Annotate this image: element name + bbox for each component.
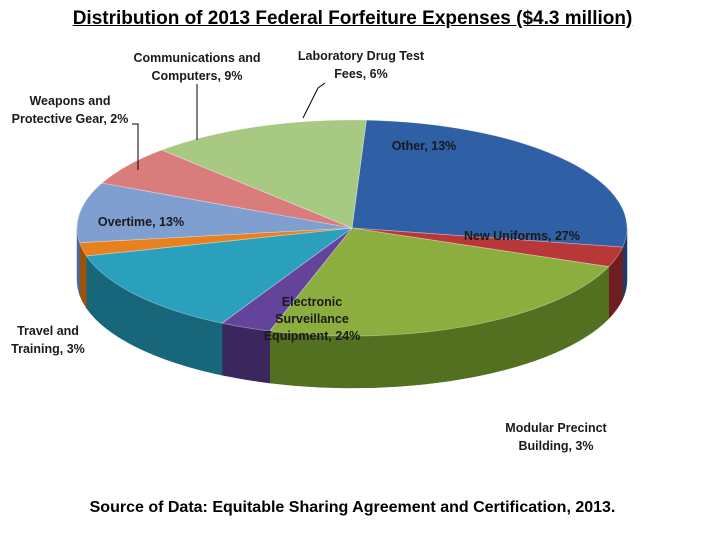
chart-title: Distribution of 2013 Federal Forfeiture … [72,8,633,29]
slice-new-uniforms-27 [351,119,628,248]
label-lab-line2: Fees, 6% [334,67,388,81]
label-other: Other, 13% [392,139,457,153]
label-comms-line2: Computers, 9% [152,69,243,83]
label-weapons-line1: Weapons and [29,94,110,108]
slice-other-13 [160,119,367,229]
leader-line-weapons [132,123,139,170]
label-travel-line2: Training, 3% [11,342,85,356]
label-modular-line1: Modular Precinct [505,421,607,435]
label-lab-line1: Laboratory Drug Test [298,49,425,63]
slice-labels: New Uniforms, 27% Modular Precinct Build… [11,49,607,453]
slice-modular-precinct-building-3 [351,227,624,268]
slice-electronic-surveillance-equipment-24 [269,227,610,337]
slice-travel-and-training-3 [221,227,353,332]
slice-communications-and-computers-9 [76,182,353,244]
label-weapons-line2: Protective Gear, 2% [12,112,129,126]
label-esurv-line2: Surveillance [275,312,349,326]
label-travel-line1: Travel and [17,324,79,338]
slice-overtime-13 [85,227,354,324]
label-overtime: Overtime, 13% [98,215,184,229]
label-esurv-line3: Equipment, 24% [264,329,361,343]
slice-laboratory-drug-test-fees-6 [101,149,353,229]
leader-line-lab [302,82,326,119]
leader-lines [132,82,326,170]
label-modular-line2: Building, 3% [519,439,594,453]
source-note: Source of Data: Equitable Sharing Agreem… [89,499,616,516]
label-comms-line1: Communications and [133,51,260,65]
slice-weapons-and-protective-gear-2 [78,227,353,257]
label-new-uniforms: New Uniforms, 27% [464,229,580,243]
pie-slices [76,119,628,337]
label-esurv-line1: Electronic [282,295,342,309]
pie-sides [76,227,628,389]
slice-side-travel-and-training-3 [221,322,271,384]
